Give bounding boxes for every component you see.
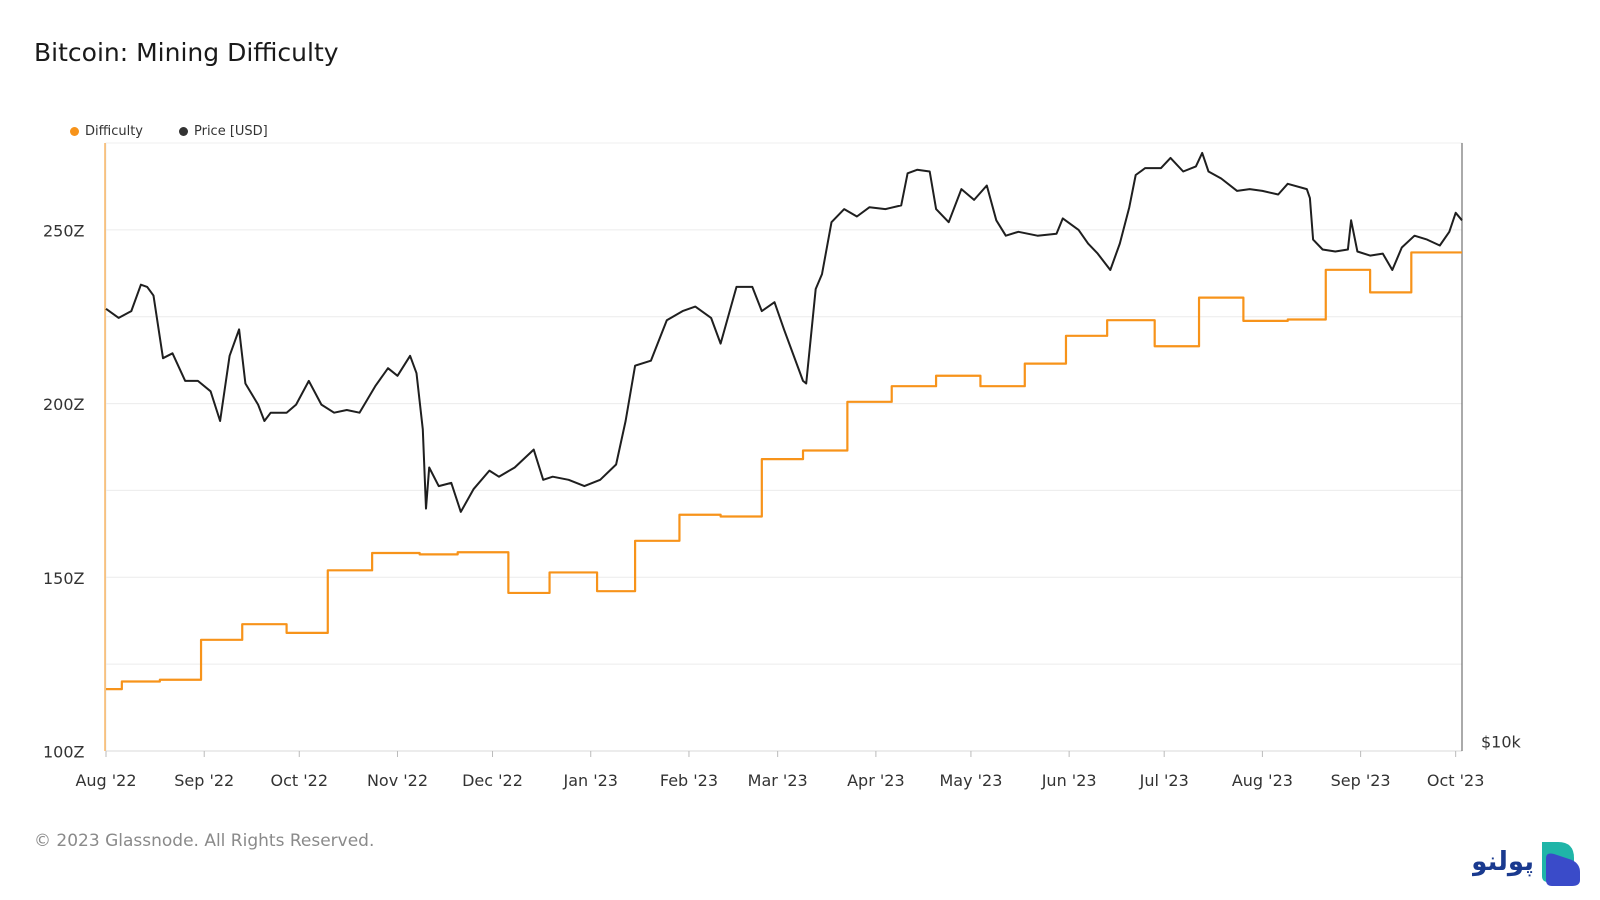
page-title: Bitcoin: Mining Difficulty bbox=[34, 38, 339, 67]
x-tick-label: May '23 bbox=[939, 771, 1002, 790]
legend-item-price[interactable]: Price [USD] bbox=[178, 124, 268, 139]
legend-item-difficulty[interactable]: Difficulty bbox=[70, 124, 143, 139]
copyright-footer: © 2023 Glassnode. All Rights Reserved. bbox=[34, 831, 375, 851]
x-tick-label: Jul '23 bbox=[1139, 771, 1189, 790]
chart-canvas[interactable]: 100Z 150Z 200Z 250Z $10k Aug '22 Sep '22 Oct '2… bbox=[0, 0, 1600, 820]
legend-dot-difficulty bbox=[70, 127, 79, 136]
x-tick-label: Dec '22 bbox=[462, 771, 523, 790]
legend-dot-price bbox=[178, 127, 188, 136]
x-tick-label: Aug '22 bbox=[75, 771, 136, 790]
y-tick-label: 250Z bbox=[43, 221, 85, 240]
x-tick-label: Jan '23 bbox=[562, 771, 618, 790]
polnoo-logo: پولنو bbox=[1472, 842, 1580, 886]
y-right-tick-label: $10k bbox=[1481, 733, 1522, 752]
y-tick-label: 200Z bbox=[43, 395, 85, 414]
x-tick-label: Nov '22 bbox=[367, 771, 428, 790]
series-difficulty-line bbox=[106, 251, 1462, 691]
plot-frame bbox=[105, 142, 1463, 752]
legend-label-price: Price [USD] bbox=[193, 124, 268, 139]
x-tick-label: Oct '22 bbox=[271, 771, 329, 790]
series-price-line bbox=[105, 151, 1463, 513]
chart-legend: Difficulty Price [USD] bbox=[70, 124, 268, 139]
x-tick-label: Jun '23 bbox=[1041, 771, 1097, 790]
x-tick-label: Mar '23 bbox=[748, 771, 808, 790]
x-tick-label: Feb '23 bbox=[660, 771, 718, 790]
y-tick-label: 100Z bbox=[43, 743, 85, 762]
logo-mark-front bbox=[1546, 853, 1580, 886]
x-tick-label: Oct '23 bbox=[1427, 771, 1485, 790]
x-tick-label: Sep '22 bbox=[174, 771, 234, 790]
logo-text: پولنو bbox=[1472, 847, 1534, 877]
x-tick-label: Aug '23 bbox=[1232, 771, 1293, 790]
y-tick-label: 150Z bbox=[43, 569, 85, 588]
legend-label-difficulty: Difficulty bbox=[85, 124, 143, 139]
x-tick-label: Sep '23 bbox=[1331, 771, 1391, 790]
x-tick-label: Apr '23 bbox=[847, 771, 905, 790]
